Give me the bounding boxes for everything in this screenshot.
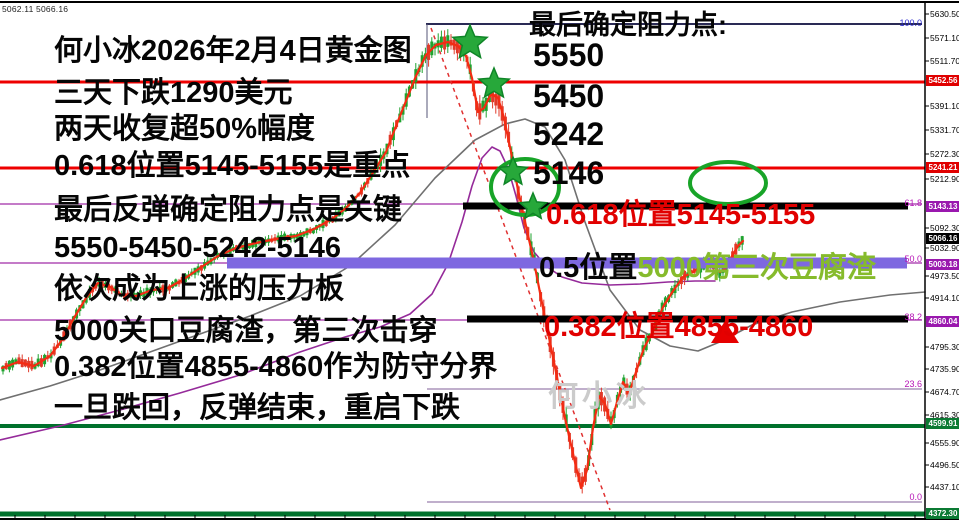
fib-level-label: 100.0 [899, 18, 922, 28]
resistance-level: 5550 [533, 37, 605, 73]
axis-tick-label: 4555.90 [930, 438, 959, 448]
axis-tick-label: 4437.10 [930, 482, 959, 492]
left-annotation-line: 一旦跌回，反弹结束，重启下跌 [54, 392, 461, 424]
fib-level-label: 50.0 [904, 254, 922, 264]
left-annotation-line: 最后反弹确定阻力点是关键 [54, 194, 403, 226]
fib-618-annotation: 0.618位置5145-5155 [546, 199, 816, 231]
axis-tick-label: 5571.10 [930, 33, 959, 43]
left-annotation-line: 0.382位置4855-4860作为防守分界 [54, 351, 498, 383]
price-tag: 5143.13 [926, 201, 959, 212]
resistance-level: 5450 [533, 78, 605, 114]
price-tag: 5452.56 [926, 75, 959, 86]
resistance-title: 最后确定阻力点: [529, 10, 727, 40]
fib-05-green-text: 5000第三次豆腐渣 [637, 252, 876, 284]
price-tag: 5241.21 [926, 162, 959, 173]
resistance-level: 5242 [533, 116, 605, 152]
axis-tick-label: 5272.30 [930, 149, 959, 159]
axis-tick-label: 5092.30 [930, 223, 959, 233]
axis-tick-label: 4674.70 [930, 387, 959, 397]
price-tag: 4372.30 [926, 508, 959, 519]
fib-level-label: 0.0 [909, 492, 922, 502]
fib-level-label: 61.8 [904, 198, 922, 208]
axis-tick-label: 4735.90 [930, 364, 959, 374]
fib-level-label: 23.6 [904, 379, 922, 389]
fib-05-label: 0.5位置 [539, 252, 638, 284]
price-tag: 5003.18 [926, 259, 959, 270]
axis-tick-label: 4795.30 [930, 342, 959, 352]
price-tag: 5066.16 [926, 233, 959, 244]
left-annotation-line: 5000关口豆腐渣，第三次击穿 [54, 315, 438, 347]
axis-tick-label: 4914.10 [930, 293, 959, 303]
fib-05-annotation: 0.5位置5000第三次豆腐渣 [539, 244, 876, 286]
fib-382-annotation: 0.382位置4855-4860 [544, 311, 814, 343]
left-annotation-line: 何小冰2026年2月4日黄金图 [54, 35, 412, 67]
fib-level-label: 38.2 [904, 312, 922, 322]
left-annotation-line: 依次成为上涨的压力板 [54, 273, 345, 305]
resistance-level: 5146 [533, 155, 605, 191]
axis-tick-label: 5032.90 [930, 243, 959, 253]
axis-tick-label: 5212.90 [930, 174, 959, 184]
axis-tick-label: 5331.70 [930, 125, 959, 135]
left-annotation-line: 三天下跌1290美元 [54, 77, 293, 109]
left-annotation-line: 0.618位置5145-5155是重点 [54, 150, 411, 182]
left-annotation-line: 5550-5450-5242-5146 [54, 232, 342, 264]
left-annotation-line: 两天收复超50%幅度 [54, 113, 316, 145]
axis-tick-label: 5630.50 [930, 9, 959, 19]
bid-ask-quote: 5062.11 5066.16 [2, 4, 69, 14]
price-tag: 4860.04 [926, 316, 959, 327]
axis-tick-label: 5511.70 [930, 56, 959, 66]
axis-tick-label: 4973.50 [930, 271, 959, 281]
watermark: 何小冰 [548, 380, 650, 413]
axis-tick-label: 5391.10 [930, 101, 959, 111]
axis-tick-label: 4615.30 [930, 410, 959, 420]
price-tag: 4599.91 [926, 418, 959, 429]
axis-tick-label: 4496.50 [930, 460, 959, 470]
